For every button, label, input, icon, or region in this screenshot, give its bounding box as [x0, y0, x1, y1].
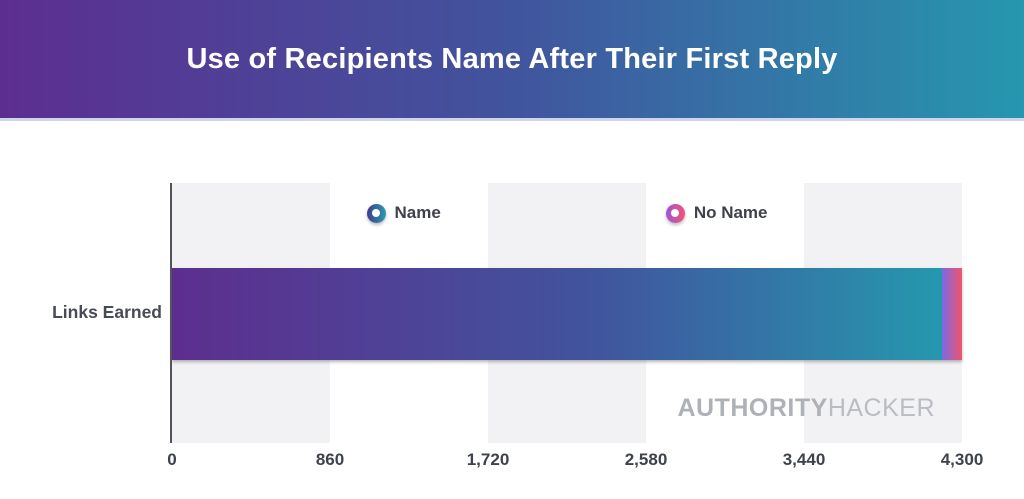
bar-segment-name [172, 268, 942, 360]
donut-ring-icon [366, 203, 386, 223]
x-axis-ticks: 0 860 1,720 2,580 3,440 4,300 [167, 450, 983, 472]
header-banner: Use of Recipients Name After Their First… [0, 0, 1024, 121]
x-tick-label: 2,580 [624, 450, 668, 469]
legend-item-name[interactable]: Name [366, 203, 441, 223]
legend: Name No Name [172, 203, 962, 223]
bar-segment-no-name [941, 268, 962, 360]
watermark-bold-text: AUTHORITY [677, 394, 828, 422]
authorityhacker-watermark: AUTHORITYHACKER [677, 394, 935, 423]
x-tick-label: 3,440 [782, 450, 826, 469]
x-tick-label: 1,720 [466, 450, 510, 469]
legend-item-no-name[interactable]: No Name [665, 203, 768, 223]
legend-label: No Name [693, 203, 768, 222]
watermark-light-text: HACKER [827, 394, 935, 422]
x-tick-label: 4,300 [940, 450, 984, 469]
donut-ring-icon [665, 203, 685, 223]
legend-label: Name [394, 203, 441, 222]
axis-line [170, 183, 172, 443]
x-tick-label: 860 [315, 450, 345, 469]
bar-links-earned [172, 268, 962, 360]
chart-title: Use of Recipients Name After Their First… [186, 42, 838, 75]
category-label: Links Earned [52, 302, 162, 322]
x-tick-label: 0 [167, 450, 177, 469]
